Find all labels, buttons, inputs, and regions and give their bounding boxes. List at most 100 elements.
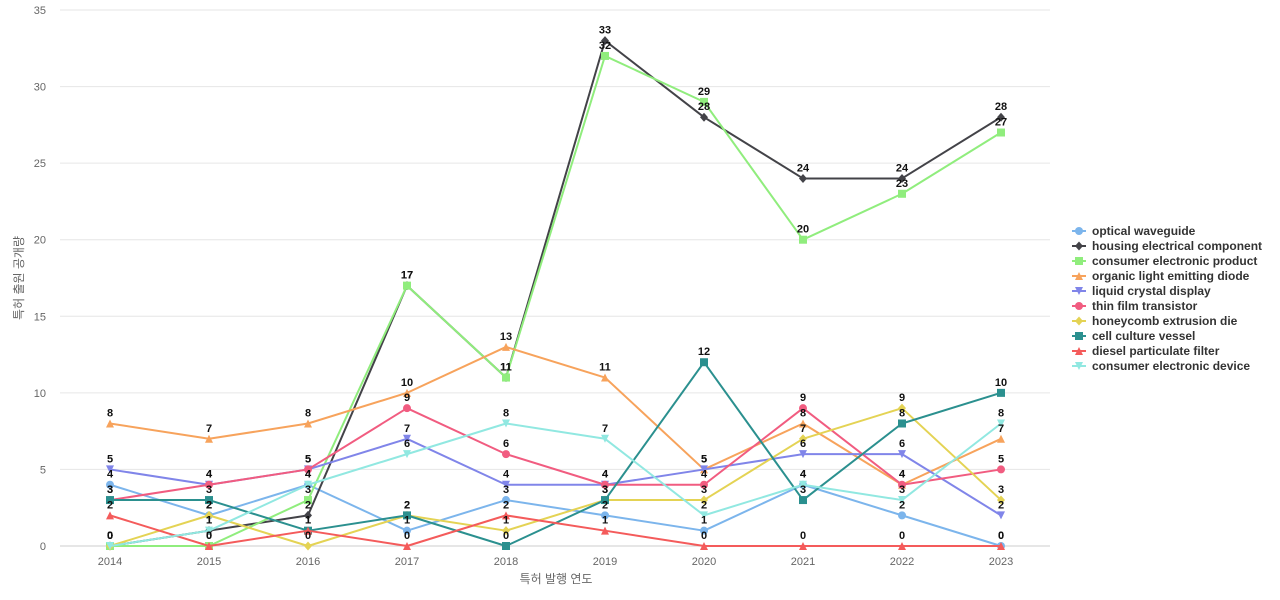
legend-marker — [1075, 347, 1083, 355]
legend-item[interactable]: consumer electronic product — [1072, 254, 1257, 268]
data-point — [601, 480, 609, 489]
data-label: 7 — [800, 423, 806, 435]
data-point — [502, 373, 510, 382]
data-label: 8 — [800, 407, 806, 419]
legend-item[interactable]: thin film transistor — [1072, 299, 1198, 313]
data-point — [898, 542, 906, 550]
data-point — [106, 419, 114, 428]
data-label: 4 — [800, 469, 807, 481]
data-label: 3 — [998, 484, 1004, 496]
data-label: 2 — [206, 499, 212, 511]
data-point — [601, 511, 609, 520]
data-label: 32 — [599, 40, 611, 52]
data-label: 1 — [602, 515, 608, 527]
data-label: 4 — [503, 469, 510, 481]
data-label: 7 — [404, 423, 410, 435]
data-label: 6 — [899, 438, 905, 450]
data-point — [106, 542, 114, 550]
legend-item[interactable]: cell culture vessel — [1072, 329, 1195, 343]
data-point — [403, 404, 411, 413]
y-tick-label: 15 — [34, 311, 46, 323]
data-label: 4 — [602, 469, 609, 481]
legend-item[interactable]: diesel particulate filter — [1072, 344, 1220, 358]
data-label: 11 — [599, 362, 611, 374]
data-label: 4 — [602, 469, 609, 481]
data-label: 4 — [305, 469, 312, 481]
data-label: 0 — [107, 530, 113, 542]
legend-item[interactable]: optical waveguide — [1072, 224, 1196, 238]
data-label: 0 — [107, 530, 113, 542]
data-label: 28 — [995, 101, 1007, 113]
series-3 — [106, 51, 1005, 550]
data-point — [205, 526, 213, 535]
data-label: 3 — [206, 484, 212, 496]
legend-label: consumer electronic device — [1092, 359, 1250, 373]
data-point — [997, 388, 1005, 397]
data-label: 6 — [404, 438, 410, 450]
data-label: 3 — [602, 484, 608, 496]
legend-item[interactable]: organic light emitting diode — [1072, 269, 1250, 283]
data-point — [403, 434, 411, 443]
data-point — [106, 511, 114, 520]
legend-marker — [1075, 316, 1083, 326]
data-point — [700, 358, 708, 367]
data-point — [403, 281, 411, 290]
data-point — [799, 480, 807, 489]
data-label: 1 — [206, 515, 212, 527]
series-10 — [106, 419, 1005, 550]
data-point — [700, 112, 708, 122]
data-label: 5 — [107, 453, 113, 465]
series-line — [109, 345, 1002, 486]
legend-item[interactable]: housing electrical component — [1072, 239, 1262, 253]
data-label: 5 — [701, 453, 707, 465]
legend-label: honeycomb extrusion die — [1092, 314, 1238, 328]
data-label: 1 — [206, 515, 212, 527]
data-label: 27 — [995, 117, 1007, 129]
legend-marker — [1075, 227, 1083, 235]
data-point — [106, 496, 114, 505]
data-point — [601, 36, 609, 46]
data-label: 2 — [404, 499, 410, 511]
legend-label: consumer electronic product — [1092, 254, 1257, 268]
data-label: 8 — [503, 407, 509, 419]
data-label: 11 — [500, 362, 512, 374]
data-label: 8 — [305, 407, 311, 419]
data-label: 0 — [899, 530, 905, 542]
data-point — [898, 496, 906, 505]
data-point — [898, 511, 906, 520]
data-label: 3 — [305, 484, 311, 496]
legend-item[interactable]: liquid crystal display — [1072, 284, 1211, 298]
data-point — [601, 51, 609, 60]
legend-marker — [1075, 302, 1083, 310]
legend-label: diesel particulate filter — [1092, 344, 1220, 358]
data-label: 8 — [998, 407, 1004, 419]
x-tick-label: 2016 — [296, 556, 320, 568]
legend-item[interactable]: consumer electronic device — [1072, 359, 1250, 373]
legend-label: cell culture vessel — [1092, 329, 1195, 343]
data-point — [898, 419, 906, 428]
y-tick-label: 5 — [40, 464, 46, 476]
data-label: 4 — [206, 469, 213, 481]
data-point — [898, 480, 906, 489]
data-label: 7 — [602, 423, 608, 435]
data-label: 5 — [305, 453, 311, 465]
data-point — [403, 526, 411, 535]
x-tick-label: 2018 — [494, 556, 518, 568]
series-4 — [106, 342, 1005, 489]
data-label: 2 — [998, 499, 1004, 511]
y-tick-label: 0 — [40, 541, 46, 553]
data-point — [601, 526, 609, 535]
data-label: 1 — [404, 515, 410, 527]
data-point — [304, 419, 312, 428]
data-label: 33 — [599, 25, 611, 37]
legend-item[interactable]: honeycomb extrusion die — [1072, 314, 1238, 328]
x-tick-label: 2017 — [395, 556, 419, 568]
data-label: 2 — [404, 499, 410, 511]
data-point — [502, 450, 510, 459]
data-label: 12 — [698, 346, 710, 358]
y-tick-label: 20 — [34, 235, 46, 247]
data-point — [205, 542, 213, 550]
